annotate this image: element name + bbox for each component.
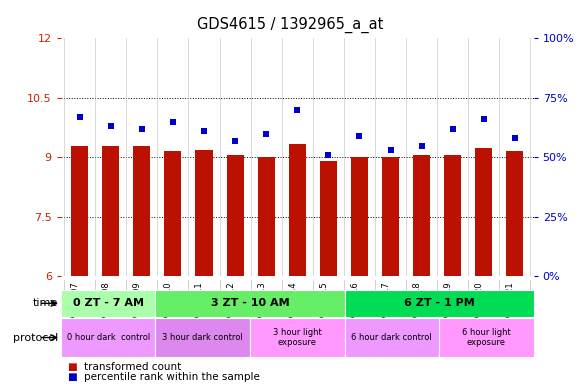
Text: GSM724212: GSM724212 xyxy=(226,281,235,331)
Text: GSM724220: GSM724220 xyxy=(475,281,484,331)
Text: time: time xyxy=(32,298,58,308)
Point xyxy=(355,133,364,139)
Text: GDS4615 / 1392965_a_at: GDS4615 / 1392965_a_at xyxy=(197,17,383,33)
Text: 6 hour dark control: 6 hour dark control xyxy=(351,333,432,342)
Text: GSM724217: GSM724217 xyxy=(382,281,390,332)
Point xyxy=(386,147,395,153)
Text: GSM724216: GSM724216 xyxy=(350,281,360,332)
Bar xyxy=(320,161,337,276)
Text: GSM724209: GSM724209 xyxy=(133,281,142,331)
Text: transformed count: transformed count xyxy=(84,362,182,372)
Bar xyxy=(444,156,461,276)
Bar xyxy=(61,318,155,357)
Bar xyxy=(382,157,399,276)
Bar xyxy=(155,318,250,357)
Text: GSM724218: GSM724218 xyxy=(412,281,422,332)
Bar xyxy=(61,290,155,317)
Point xyxy=(168,119,177,125)
Bar xyxy=(155,290,345,317)
Text: GSM724214: GSM724214 xyxy=(288,281,297,331)
Text: 6 ZT - 1 PM: 6 ZT - 1 PM xyxy=(404,298,474,308)
Text: GSM724219: GSM724219 xyxy=(444,281,453,331)
Bar xyxy=(227,156,244,276)
Bar xyxy=(102,146,119,276)
Bar xyxy=(475,147,492,276)
Point xyxy=(200,128,209,134)
Bar xyxy=(164,152,182,276)
Bar xyxy=(195,149,212,276)
Text: GSM724208: GSM724208 xyxy=(102,281,111,332)
Text: 0 hour dark  control: 0 hour dark control xyxy=(67,333,150,342)
Point xyxy=(292,107,302,113)
Point xyxy=(262,131,271,137)
Bar xyxy=(345,318,439,357)
Text: GSM724215: GSM724215 xyxy=(320,281,328,331)
Text: protocol: protocol xyxy=(13,333,58,343)
Point xyxy=(106,123,115,129)
Text: GSM724211: GSM724211 xyxy=(195,281,204,331)
Text: 6 hour light
exposure: 6 hour light exposure xyxy=(462,328,511,347)
Text: 3 hour dark control: 3 hour dark control xyxy=(162,333,243,342)
Point xyxy=(417,142,426,149)
Point xyxy=(137,126,146,132)
Bar xyxy=(351,157,368,276)
Point xyxy=(230,138,240,144)
Text: ■: ■ xyxy=(67,362,77,372)
Bar xyxy=(506,152,524,276)
Text: 3 ZT - 10 AM: 3 ZT - 10 AM xyxy=(211,298,289,308)
Bar xyxy=(439,318,534,357)
Text: ■: ■ xyxy=(67,372,77,382)
Point xyxy=(479,116,488,122)
Text: 0 ZT - 7 AM: 0 ZT - 7 AM xyxy=(72,298,144,308)
Point xyxy=(448,126,458,132)
Text: GSM724210: GSM724210 xyxy=(164,281,173,331)
Bar xyxy=(250,318,345,357)
Point xyxy=(510,135,520,141)
Text: GSM724221: GSM724221 xyxy=(506,281,515,331)
Bar xyxy=(133,146,150,276)
Bar xyxy=(413,156,430,276)
Text: GSM724213: GSM724213 xyxy=(257,281,266,332)
Bar xyxy=(345,290,534,317)
Text: GSM724207: GSM724207 xyxy=(71,281,79,332)
Bar xyxy=(289,144,306,276)
Bar xyxy=(258,157,275,276)
Point xyxy=(75,114,84,120)
Text: percentile rank within the sample: percentile rank within the sample xyxy=(84,372,260,382)
Bar xyxy=(71,146,88,276)
Point xyxy=(324,152,333,158)
Text: 3 hour light
exposure: 3 hour light exposure xyxy=(273,328,322,347)
